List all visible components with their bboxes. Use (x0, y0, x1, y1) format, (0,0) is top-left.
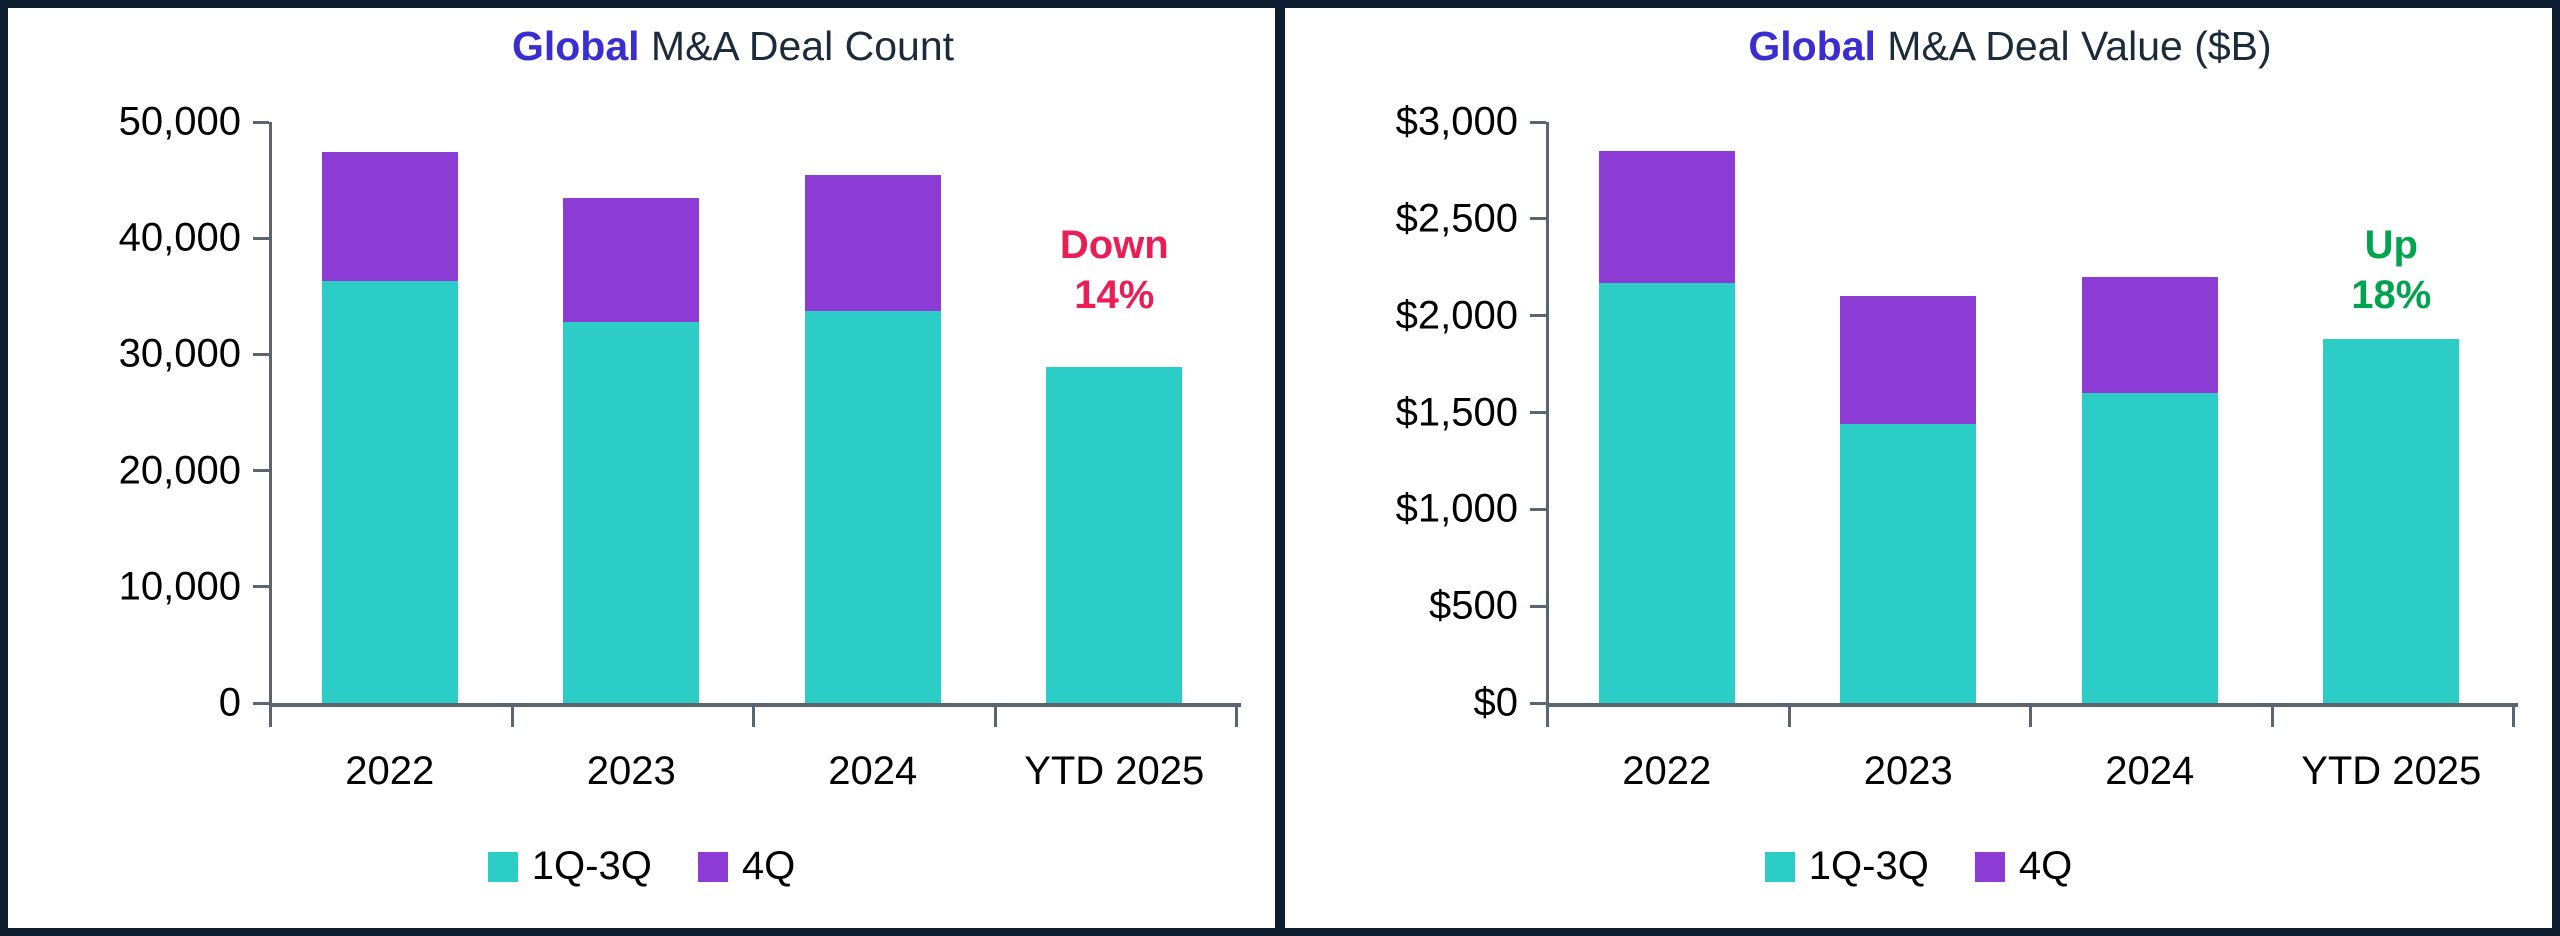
y-tick-mark (253, 469, 269, 473)
x-tick-mark (1235, 707, 1238, 727)
legend-label-4q: 4Q (741, 844, 796, 888)
y-axis-line (269, 122, 272, 703)
y-tick-mark (253, 352, 269, 356)
x-category-label-2022: 2022 (345, 749, 435, 793)
y-tick-mark (1530, 604, 1546, 608)
y-tick-label: $0 (1473, 680, 1519, 725)
deal-value-title: Global M&A Deal Value ($B) (1505, 20, 2515, 72)
y-tick-label: 20,000 (118, 448, 241, 493)
y-tick-mark (253, 120, 269, 124)
bar-4q-2022 (1598, 151, 1735, 283)
annotation-line-2: 18% (2351, 273, 2432, 317)
y-tick-mark (1530, 217, 1546, 221)
annotation-line-1: Down (1059, 223, 1169, 267)
deal-count-title-brand: Global (511, 23, 640, 69)
bar-1q-3q-2022 (1598, 282, 1735, 703)
x-category-label-ytd-2025: YTD 2025 (1024, 749, 1205, 793)
y-tick-mark (253, 585, 269, 589)
bar-1q-3q-2023 (1840, 424, 1977, 703)
deal-count-legend: 1Q-3Q 4Q (8, 844, 1275, 889)
y-tick-mark (1530, 411, 1546, 414)
bar-1q-3q-ytd-2025 (2323, 338, 2460, 703)
bar-1q-3q-2023 (563, 321, 700, 703)
y-tick-mark (1530, 507, 1546, 511)
deal-value-annotation-up-18: Up 18% (2351, 220, 2431, 320)
legend-item-4q: 4Q (1974, 844, 2073, 889)
legend-item-1q3q: 1Q-3Q (487, 844, 652, 889)
deal-count-annotation-down-14: Down 14% (1060, 220, 1169, 320)
bar-1q-3q-2024 (2081, 393, 2218, 703)
y-tick-label: $2,000 (1395, 293, 1518, 338)
bar-4q-2024 (804, 175, 941, 312)
deal-count-title-rest: M&A Deal Count (639, 23, 955, 69)
y-tick-mark (1530, 701, 1546, 705)
x-axis-line (269, 703, 1241, 707)
y-tick-mark (1530, 120, 1546, 124)
legend-swatch-1q3q (487, 851, 518, 882)
annotation-line-2: 14% (1074, 273, 1155, 317)
x-axis-line (1546, 703, 2518, 707)
x-tick-mark (2270, 707, 2274, 727)
x-tick-mark (269, 707, 272, 727)
y-tick-label: 30,000 (118, 331, 241, 376)
y-tick-label: 40,000 (118, 215, 241, 260)
legend-swatch-4q (1974, 851, 2005, 882)
y-tick-mark (253, 701, 269, 705)
deal-value-title-brand: Global (1748, 23, 1876, 69)
deal-value-title-rest: M&A Deal Value ($B) (1875, 23, 2272, 69)
panel-deal-value: Global M&A Deal Value ($B) $0 $500 $1,000 $… (1280, 0, 2560, 936)
bar-4q-2024 (2081, 276, 2218, 394)
x-category-label-2024: 2024 (828, 749, 918, 793)
y-tick-label: 50,000 (118, 99, 241, 144)
annotation-line-1: Up (2364, 223, 2418, 267)
y-tick-label: $1,500 (1395, 390, 1518, 434)
deal-value-legend: 1Q-3Q 4Q (1285, 844, 2552, 889)
x-category-label-2022: 2022 (1622, 749, 1712, 793)
y-tick-label: $1,000 (1395, 486, 1518, 531)
y-axis-line (1546, 122, 1549, 703)
x-tick-mark (510, 707, 514, 727)
legend-item-4q: 4Q (697, 844, 796, 889)
deal-value-plot-area: $0 $500 $1,000 $1,500 $2,000 $2,500 $3,000 2022… (1285, 8, 2552, 928)
bar-1q-3q-2024 (804, 311, 941, 703)
x-tick-mark (1787, 707, 1791, 727)
bar-4q-2022 (321, 152, 458, 282)
legend-swatch-4q (697, 851, 728, 882)
y-tick-label: $3,000 (1395, 99, 1518, 144)
deal-count-title: Global M&A Deal Count (228, 20, 1238, 72)
x-tick-mark (2029, 707, 2032, 727)
y-tick-label: 10,000 (118, 564, 241, 609)
x-category-label-2023: 2023 (1863, 749, 1953, 793)
bar-4q-2023 (563, 197, 700, 322)
panel-deal-count: Global M&A Deal Count 0 10,000 20,000 30,00… (0, 0, 1280, 936)
legend-label-1q3q: 1Q-3Q (531, 844, 652, 888)
x-category-label-2024: 2024 (2105, 749, 2195, 793)
y-tick-label: 0 (218, 680, 241, 725)
legend-label-1q3q: 1Q-3Q (1808, 844, 1929, 888)
y-tick-mark (1530, 314, 1546, 318)
x-tick-mark (752, 707, 755, 727)
y-tick-label: $2,500 (1395, 196, 1518, 241)
y-tick-label: $500 (1429, 583, 1518, 628)
legend-swatch-1q3q (1764, 851, 1795, 882)
x-tick-mark (1546, 707, 1549, 727)
legend-item-1q3q: 1Q-3Q (1764, 844, 1929, 889)
bar-4q-2023 (1840, 296, 1977, 425)
legend-label-4q: 4Q (2018, 844, 2073, 888)
x-category-label-2023: 2023 (586, 749, 676, 793)
deal-count-plot-area: 0 10,000 20,000 30,000 40,000 50,000 2022 2023 2… (8, 8, 1275, 928)
x-category-label-ytd-2025: YTD 2025 (2301, 749, 2482, 793)
bar-1q-3q-2022 (321, 281, 458, 703)
x-tick-mark (993, 707, 997, 727)
bar-1q-3q-ytd-2025 (1046, 367, 1183, 703)
y-tick-mark (253, 236, 269, 240)
x-tick-mark (2512, 707, 2515, 727)
